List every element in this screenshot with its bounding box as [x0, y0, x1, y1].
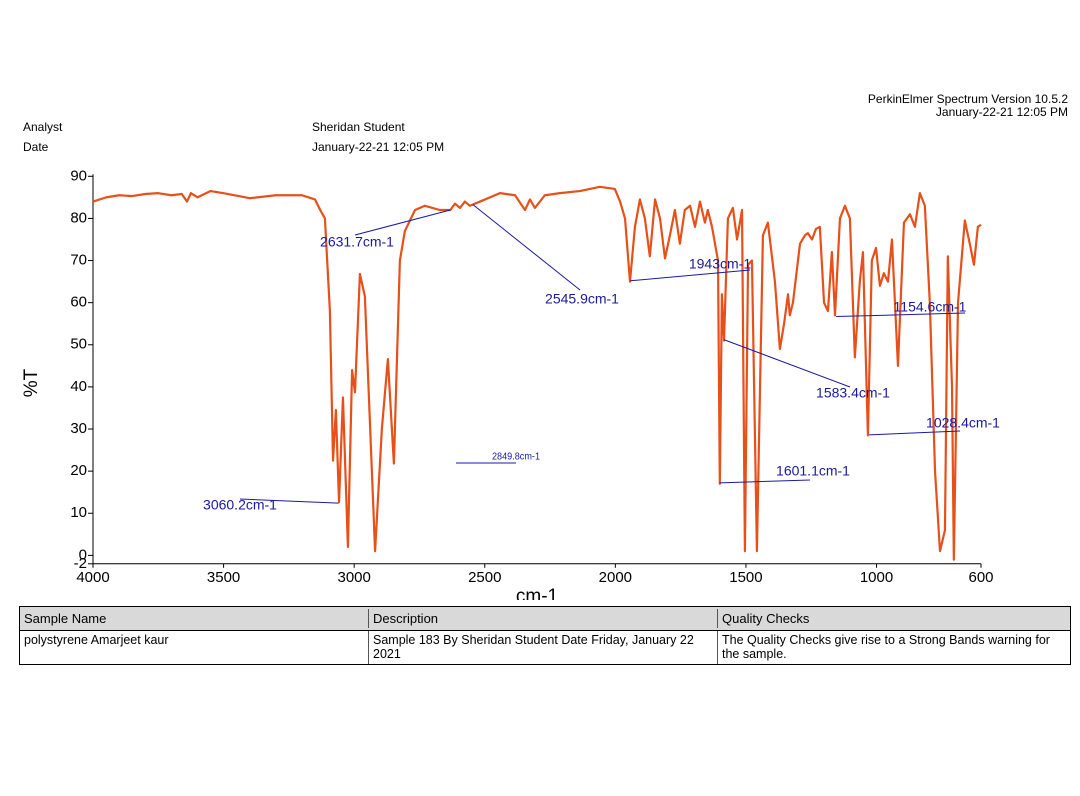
- x-axis-label: cm-1: [516, 586, 558, 600]
- x-tick-label: 3000: [337, 569, 370, 586]
- chart: PerkinElmer Spectrum Version 10.5.2 Janu…: [21, 92, 1068, 600]
- cell: The Quality Checks give rise to a Strong…: [722, 633, 1050, 661]
- date: January-22-21 12:05 PM: [312, 140, 444, 154]
- y-tick-label: 40: [70, 378, 87, 395]
- cell: Sample 183 By Sheridan Student Date Frid…: [369, 631, 718, 664]
- leader-line: [472, 204, 581, 291]
- y-tick-label: 30: [70, 420, 87, 437]
- leader-line: [239, 498, 339, 504]
- x-tick-label: 2000: [599, 569, 632, 586]
- header-cell: Description: [369, 609, 718, 628]
- leader-line: [630, 269, 751, 282]
- header-cell: Quality Checks: [722, 611, 810, 626]
- y-tick-label: 10: [70, 504, 87, 521]
- peak-label: 1028.4cm-1: [926, 415, 1000, 431]
- x-tick-label: 4000: [76, 569, 109, 586]
- y-tick-label: 20: [70, 462, 87, 479]
- header-cell: Sample Name: [20, 609, 369, 628]
- peak-label: 2631.7cm-1: [320, 234, 394, 250]
- y-tick-label: 60: [70, 294, 87, 311]
- y-tick-label: -2: [74, 555, 87, 572]
- sample-table: Sample Name Description Quality Checks p…: [19, 606, 1071, 665]
- y-tick-label: 90: [70, 167, 87, 184]
- table-header: Sample Name Description Quality Checks: [20, 607, 1070, 631]
- table-row: polystyrene Amarjeet kaur Sample 183 By …: [20, 631, 1070, 664]
- analyst-label: Analyst: [23, 120, 63, 134]
- x-tick-label: 1500: [729, 569, 762, 586]
- peak-label: 1943cm-1: [689, 256, 751, 272]
- datetime: January-22-21 12:05 PM: [936, 105, 1068, 119]
- y-tick-label: 0: [79, 546, 87, 563]
- x-tick-label: 3500: [207, 569, 240, 586]
- leader-line: [836, 312, 966, 318]
- x-tick-label: 600: [968, 569, 993, 586]
- peak-label: 1601.1cm-1: [776, 463, 850, 479]
- spectrum-line: [92, 185, 982, 561]
- leader-line: [869, 430, 961, 436]
- peak-label: 1154.6cm-1: [894, 299, 967, 315]
- y-tick-label: 80: [70, 209, 87, 226]
- peak-label: 2545.9cm-1: [545, 291, 619, 307]
- y-tick-label: 70: [70, 252, 87, 269]
- cell: polystyrene Amarjeet kaur: [20, 631, 369, 664]
- y-tick-label: 50: [70, 336, 87, 353]
- peak-label: 2849.8cm-1: [492, 452, 540, 463]
- date-label: Date: [23, 140, 49, 154]
- leader-line: [719, 479, 811, 484]
- peak-label: 3060.2cm-1: [203, 497, 277, 513]
- software: PerkinElmer Spectrum Version 10.5.2: [868, 92, 1068, 106]
- x-tick-label: 1000: [860, 569, 893, 586]
- leader-line: [723, 339, 851, 388]
- peak-label: 1583.4cm-1: [816, 385, 890, 401]
- y-axis-label: %T: [21, 368, 42, 397]
- analyst: Sheridan Student: [312, 120, 405, 134]
- leader-line: [354, 209, 451, 236]
- x-tick-label: 2500: [468, 569, 501, 586]
